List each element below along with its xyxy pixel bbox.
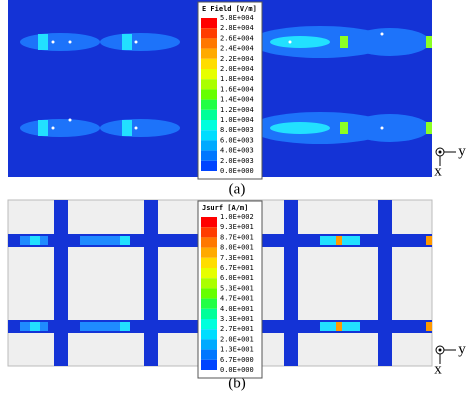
colorbar-label: 2.0E+003 [220,157,254,165]
colorbar-label: 6.7E+001 [220,264,254,272]
colorbar-label: 2.0E+004 [220,65,254,73]
colorbar-label: 8.0E+001 [220,244,254,252]
colorbar-label: 6.0E+001 [220,274,254,282]
axis-indicator-a [435,147,456,166]
colorbar-label: 5.8E+004 [220,14,254,22]
colorbar-label: 5.3E+001 [220,284,254,292]
colorbar-label: 9.3E+001 [220,223,254,231]
colorbar-band [201,329,217,340]
colorbar-label: 6.0E+003 [220,136,254,144]
colorbar-band [201,79,217,90]
axis-label: y [458,143,466,159]
colorbar-label: 1.4E+004 [220,96,254,104]
colorbar-label: 1.0E+004 [220,116,254,124]
colorbar-band [201,227,217,238]
colorbar-label: 4.0E+003 [220,147,254,155]
colorbar-band [201,38,217,49]
colorbar-band [201,288,217,299]
colorbar-band [201,349,217,360]
colorbar-band [201,58,217,69]
colorbar-band [201,69,217,80]
colorbar-band [201,359,217,370]
colorbar-label: 1.2E+004 [220,106,254,114]
colorbar-label: 0.0E+000 [220,366,254,374]
colorbar-label: 0.0E+000 [220,167,254,175]
colorbar-label: 2.6E+004 [220,34,254,42]
axis-indicator-b [435,345,456,364]
axis-label: x [434,361,442,377]
colorbar-band [201,257,217,268]
colorbar-label: 4.7E+001 [220,295,254,303]
colorbar-band [201,237,217,248]
colorbar-band [201,89,217,100]
colorbar-band [201,308,217,319]
colorbar-band [201,339,217,350]
colorbar-band [201,160,217,171]
colorbar-title: Jsurf [A/m] [202,204,248,212]
colorbar-label: 1.0E+002 [220,213,254,221]
colorbar-band [201,268,217,279]
colorbar-label: 1.3E+001 [220,346,254,354]
colorbar-band [201,99,217,110]
colorbar-band [201,28,217,39]
colorbar-band [201,150,217,161]
colorbar-label: 1.6E+004 [220,85,254,93]
colorbar-label: 2.2E+004 [220,55,254,63]
panel-label: (a) [229,181,246,197]
colorbar-band [201,120,217,131]
colorbar-band [201,217,217,228]
colorbar-label: 2.0E+001 [220,335,254,343]
colorbar-band [201,319,217,330]
colorbar-band [201,140,217,151]
colorbar-label: 2.7E+001 [220,325,254,333]
colorbar-band [201,278,217,289]
colorbar-label: 2.4E+004 [220,45,254,53]
colorbar-label: 2.8E+004 [220,24,254,32]
panel-label: (b) [228,375,246,391]
colorbar-label: 6.7E+000 [220,356,254,364]
colorbar-label: 3.3E+001 [220,315,254,323]
colorbar-band [201,247,217,258]
colorbar-label: 4.0E+001 [220,305,254,313]
axis-label: y [458,341,466,357]
colorbar-label: 8.7E+001 [220,233,254,241]
colorbar-label: 7.3E+001 [220,254,254,262]
colorbar-band [201,18,217,29]
colorbar-label: 1.8E+004 [220,75,254,83]
colorbar-band [201,48,217,59]
colorbar-band [201,130,217,141]
axis-label: x [434,163,442,179]
colorbar-band [201,109,217,120]
colorbar-band [201,298,217,309]
colorbar-title: E Field [V/m] [202,5,257,13]
colorbar-label: 8.0E+003 [220,126,254,134]
